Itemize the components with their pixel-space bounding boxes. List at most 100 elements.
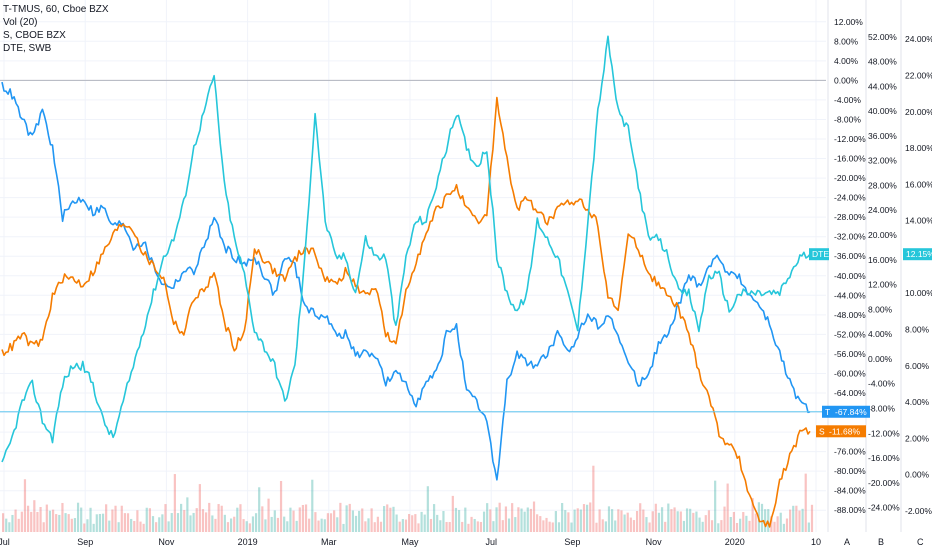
volume-bar [536, 514, 539, 532]
volume-bar [692, 512, 695, 532]
volume-bar [76, 502, 80, 532]
axis-a-tick: -28.00% [834, 212, 866, 222]
axis-corner-label: C [917, 537, 924, 547]
volume-bar [442, 511, 445, 532]
volume-bar [411, 515, 414, 532]
volume-bar [548, 521, 551, 532]
axis-c-tick: 14.00% [905, 216, 932, 226]
series-dte-marker: DTE [812, 249, 829, 259]
volume-bar [298, 507, 301, 532]
volume-bar [192, 512, 195, 532]
volume-bar [5, 518, 8, 532]
x-tick-label: Sep [564, 537, 580, 547]
volume-bar [48, 510, 52, 532]
series-dte-last-value-bg [903, 248, 932, 261]
volume-bar [770, 516, 773, 532]
volume-bar [432, 504, 436, 532]
volume-bar [161, 514, 164, 532]
volume-bar [414, 514, 417, 532]
volume-bar [429, 518, 433, 532]
axis-a-tick: -4.00% [834, 95, 861, 105]
volume-bar [457, 510, 461, 532]
volume-bar [426, 486, 429, 532]
volume-bar [601, 519, 604, 532]
axis-a-tick: -36.00% [834, 251, 866, 261]
volume-bar [760, 503, 764, 532]
volume-bar [445, 521, 448, 532]
volume-bar [607, 506, 611, 532]
axis-a-tick: -8.00% [834, 114, 861, 124]
volume-bar [386, 504, 389, 532]
axis-c-tick: 16.00% [905, 179, 932, 189]
x-tick-label: May [401, 537, 419, 547]
volume-bar [89, 507, 92, 532]
volume-bar [64, 513, 67, 532]
volume-bar [664, 521, 667, 532]
volume-bar [361, 508, 364, 532]
volume-bar [551, 522, 554, 532]
volume-bar [14, 509, 17, 532]
legend: T-TMUS, 60, Cboe BZX Vol (20) S, CBOE BZ… [3, 3, 109, 55]
legend-dte-series[interactable]: DTE, SWB [3, 43, 52, 54]
volume-bar [348, 503, 351, 532]
volume-bar [532, 501, 536, 532]
volume-bar [467, 523, 470, 532]
volume-bar [623, 514, 626, 532]
volume-bar [273, 510, 276, 532]
axis-b-tick: 24.00% [868, 205, 897, 215]
volume-bar [635, 510, 639, 532]
volume-bar [704, 515, 707, 532]
axis-b-tick: 12.00% [868, 280, 897, 290]
volume-bar [170, 513, 173, 532]
axis-b-tick: 32.00% [868, 156, 897, 166]
series-line-t [1, 81, 811, 481]
volume-bar [789, 509, 792, 532]
volume-bar [189, 515, 192, 532]
axis-a-tick: 8.00% [834, 36, 859, 46]
volume-bar [220, 505, 223, 532]
volume-bar [776, 516, 779, 532]
axis-c-tick: 18.00% [905, 143, 932, 153]
volume-bar [679, 511, 682, 532]
legend-main-series[interactable]: T-TMUS, 60, Cboe BZX [3, 4, 109, 15]
axis-c-tick: 8.00% [905, 325, 930, 335]
volume-bar [236, 507, 239, 532]
axis-b-tick: 0.00% [868, 354, 893, 364]
volume-bar [158, 517, 161, 532]
axis-c-tick: 24.00% [905, 34, 932, 44]
volume-bar [423, 514, 426, 532]
volume-bar [767, 509, 770, 532]
axis-a-tick: -76.00% [834, 447, 866, 457]
volume-bar [586, 504, 589, 532]
volume-bar [611, 509, 614, 532]
volume-bar [345, 505, 348, 532]
volume-bar [301, 504, 305, 532]
volume-bar [695, 511, 698, 532]
volume-bar [561, 503, 564, 532]
x-tick-label: 2020 [725, 537, 745, 547]
legend-s-series[interactable]: S, CBOE BZX [3, 30, 66, 41]
axis-b-tick: -12.00% [868, 428, 900, 438]
volume-bar [482, 511, 486, 532]
axis-a-tick: 4.00% [834, 56, 859, 66]
volume-bar [698, 517, 701, 532]
volume-bar [45, 504, 48, 532]
volume-bar [320, 518, 323, 532]
volume-bar [117, 522, 120, 532]
volume-bar [114, 505, 117, 532]
volume-bar [729, 517, 732, 532]
volume-bar [454, 507, 458, 532]
axis-corner-label: A [844, 537, 850, 547]
volume-bar [632, 520, 636, 532]
volume-bar [764, 509, 767, 532]
legend-volume[interactable]: Vol (20) [3, 17, 38, 28]
volume-bar [205, 512, 208, 532]
volume-bar [617, 509, 620, 532]
volume-bar [258, 487, 261, 532]
volume-bar [145, 507, 148, 532]
axis-b-tick: 44.00% [868, 81, 897, 91]
axis-b-tick: 40.00% [868, 106, 897, 116]
volume-bar [476, 521, 479, 532]
